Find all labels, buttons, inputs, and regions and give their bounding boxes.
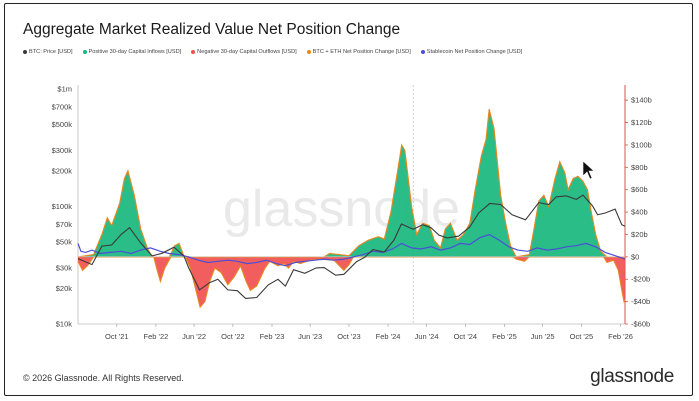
x-tick-label: Feb '26: [608, 332, 633, 341]
right-tick-label: $40b: [631, 208, 648, 217]
legend-label: BTC: Price [USD]: [29, 49, 73, 55]
net-position-line-negative: [77, 256, 626, 309]
legend-item[interactable]: BTC + ETH Net Position Change [USD]: [306, 49, 411, 55]
left-tick-label: $500k: [52, 120, 73, 129]
left-tick-label: $30k: [56, 263, 73, 272]
left-tick-label: $10k: [56, 320, 73, 329]
copyright-text: © 2026 Glassnode. All Rights Reserved.: [23, 373, 184, 383]
x-tick-label: Feb '22: [144, 332, 169, 341]
legend-swatch: [191, 50, 196, 54]
right-tick-label: $140b: [631, 96, 652, 105]
right-tick-label: $80b: [631, 163, 648, 172]
inflow-area: [78, 109, 625, 257]
left-tick-label: $700k: [52, 103, 73, 112]
right-tick-label: -$20b: [631, 275, 650, 284]
left-tick-label: $20k: [56, 284, 73, 293]
legend-swatch: [23, 50, 27, 54]
left-tick-label: $70k: [56, 220, 73, 229]
btc-price-line: [77, 194, 626, 299]
legend-label: Negative 30-day Capital Outflows [USD]: [197, 49, 297, 55]
chart-legend: BTC: Price [USD] Positive 30-day Capital …: [23, 49, 522, 55]
x-tick-label: Feb '25: [492, 332, 517, 341]
right-tick-label: $60b: [631, 185, 648, 194]
left-tick-label: $300k: [52, 146, 73, 155]
x-tick-label: Jun '23: [298, 332, 322, 341]
legend-label: Positive 30-day Capital Inflows [USD]: [88, 49, 182, 55]
right-tick-label: $0: [631, 252, 639, 261]
x-tick-label: Oct '24: [454, 332, 478, 341]
legend-item[interactable]: Stablecoin Net Position Change [USD]: [420, 49, 523, 55]
legend-label: Stablecoin Net Position Change [USD]: [426, 49, 523, 55]
legend-item[interactable]: Positive 30-day Capital Inflows [USD]: [82, 49, 182, 55]
right-tick-label: $100b: [631, 140, 652, 149]
x-tick-label: Oct '22: [221, 332, 245, 341]
x-tick-label: Feb '24: [376, 332, 401, 341]
glassnode-logo: glassnode: [590, 366, 674, 387]
x-tick-label: Feb '23: [260, 332, 285, 341]
left-tick-label: $1m: [57, 85, 72, 94]
left-tick-label: $100k: [52, 202, 73, 211]
mouse-cursor-icon: [582, 160, 595, 180]
right-tick-label: -$60b: [631, 320, 650, 329]
x-tick-label: Oct '23: [337, 332, 361, 341]
chart-frame: Aggregate Market Realized Value Net Posi…: [4, 3, 693, 396]
right-tick-label: $120b: [631, 118, 652, 127]
right-tick-label: -$40b: [631, 297, 650, 306]
stablecoin-line: [77, 233, 626, 267]
chart-plot: glassnode$1m$700k$500k$300k$200k$100k$70…: [52, 85, 652, 342]
chart-title: Aggregate Market Realized Value Net Posi…: [23, 21, 401, 38]
right-tick-label: $20b: [631, 230, 648, 239]
x-tick-label: Jun '25: [531, 332, 555, 341]
x-tick-label: Jun '24: [415, 332, 439, 341]
left-tick-label: $50k: [56, 237, 73, 246]
legend-label: BTC + ETH Net Position Change [USD]: [312, 49, 411, 55]
legend-item[interactable]: BTC: Price [USD]: [23, 49, 73, 55]
legend-item[interactable]: Negative 30-day Capital Outflows [USD]: [191, 49, 297, 55]
left-tick-label: $200k: [52, 167, 73, 176]
x-tick-label: Oct '25: [570, 332, 594, 341]
legend-swatch: [420, 50, 425, 54]
legend-swatch: [306, 50, 311, 54]
x-tick-label: Jun '22: [182, 332, 206, 341]
legend-swatch: [82, 50, 87, 54]
x-tick-label: Oct '21: [105, 332, 129, 341]
